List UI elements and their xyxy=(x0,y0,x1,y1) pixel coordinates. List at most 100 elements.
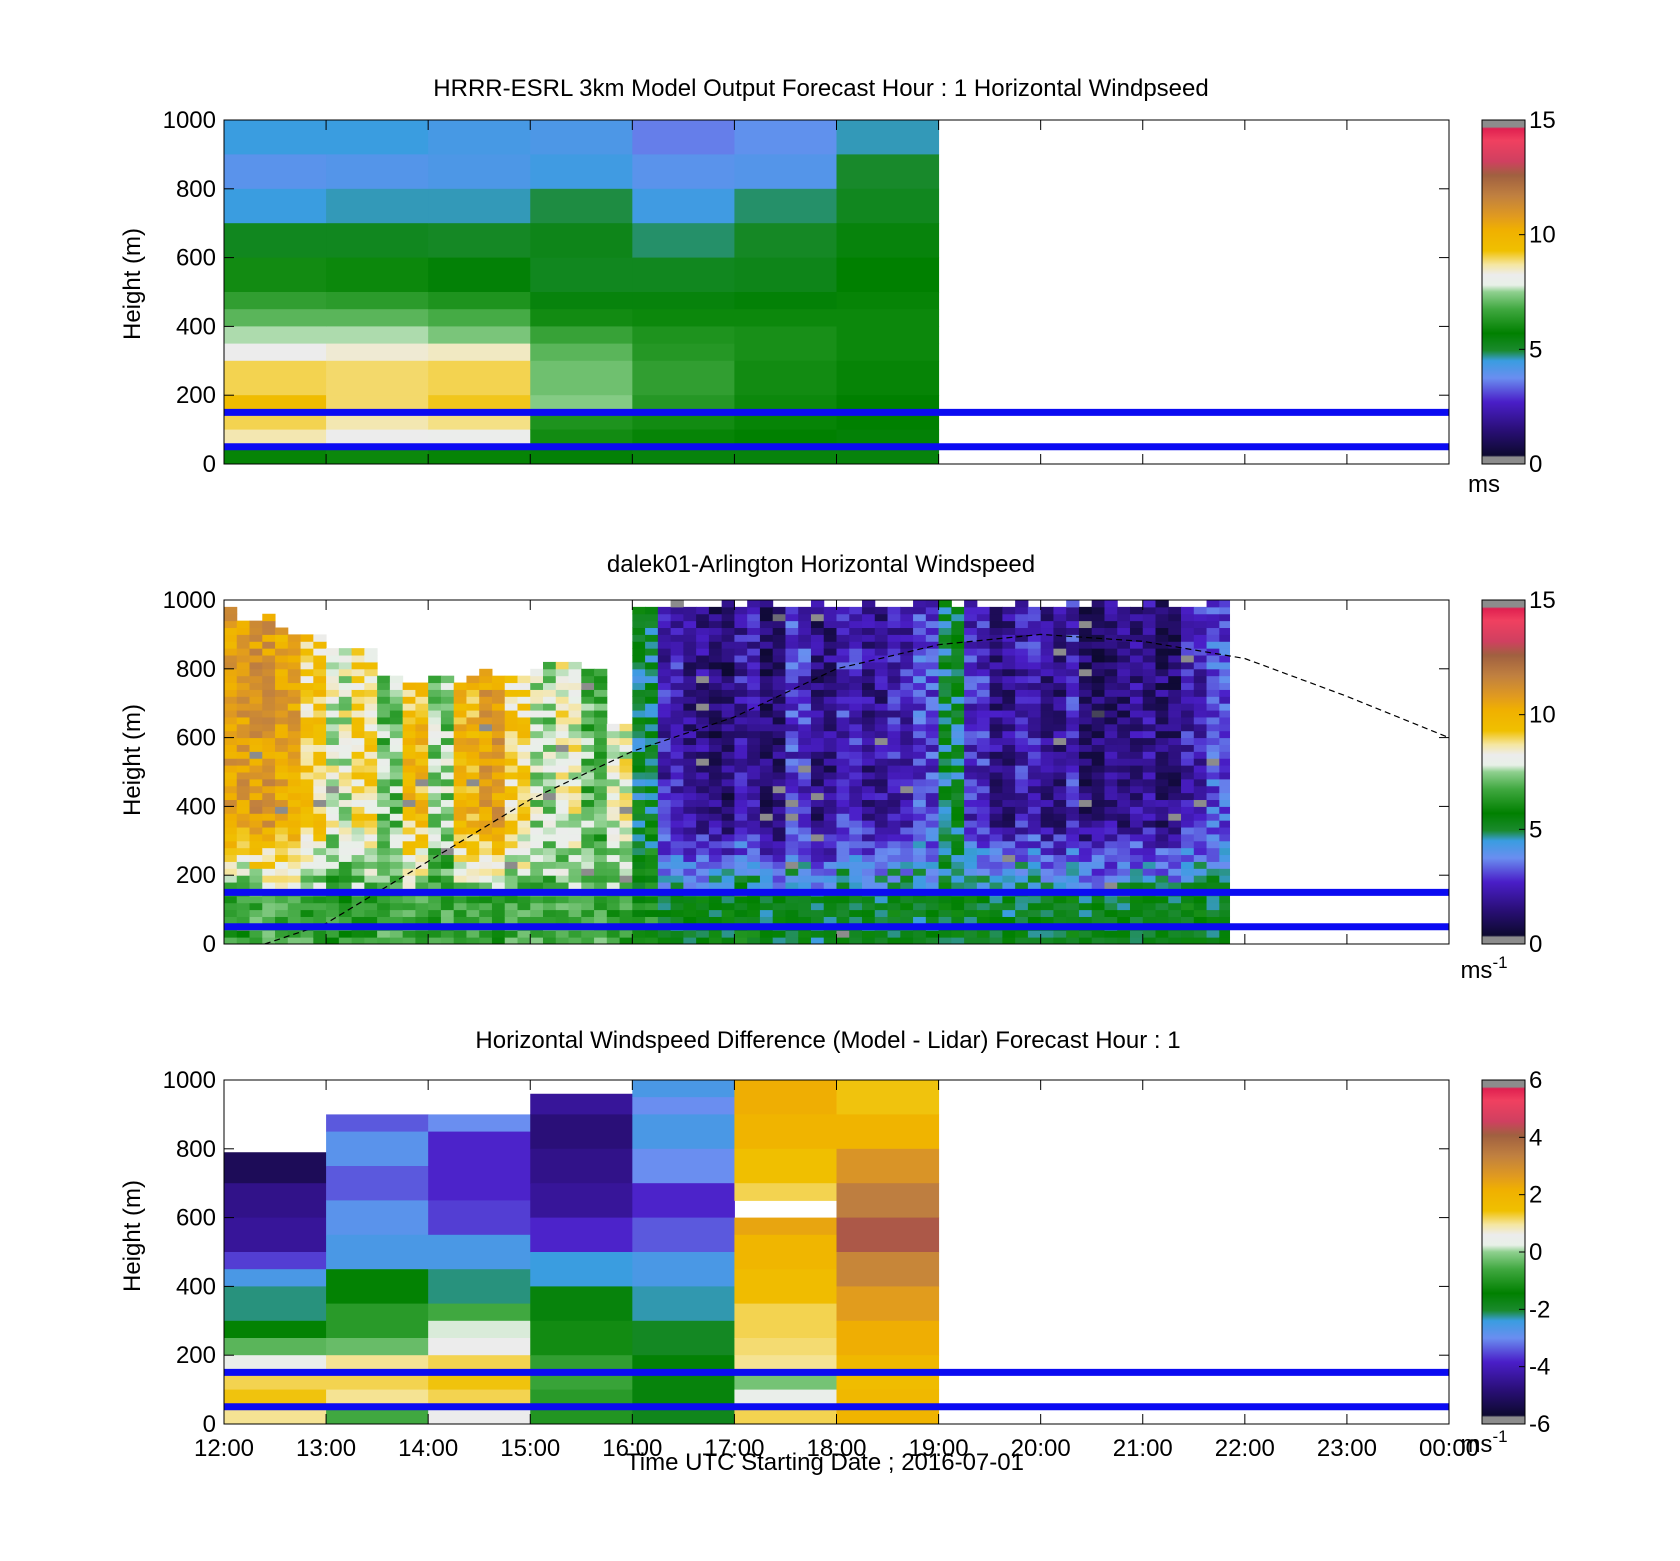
lidar-gate xyxy=(900,882,914,890)
lidar-gate xyxy=(836,937,850,944)
lidar-gate xyxy=(823,792,837,801)
lidar-gate xyxy=(798,833,812,842)
lidar-gate xyxy=(645,937,659,944)
lidar-gate xyxy=(275,668,289,677)
lidar-gate xyxy=(1219,799,1231,807)
lidar-gate xyxy=(466,710,480,718)
lidar-gate xyxy=(1155,909,1169,917)
lidar-gate xyxy=(1129,868,1144,876)
lidar-gate xyxy=(377,765,391,773)
lidar-gate xyxy=(262,661,276,670)
lidar-gate xyxy=(287,675,302,684)
lidar-gate xyxy=(823,765,837,773)
heatmap-cell xyxy=(326,223,429,259)
lidar-gate xyxy=(1181,785,1195,794)
lidar-gate xyxy=(1040,765,1054,773)
lidar-gate xyxy=(747,895,761,904)
lidar-gate xyxy=(849,758,863,766)
lidar-gate xyxy=(428,833,442,842)
lidar-gate xyxy=(964,868,978,876)
lidar-gate xyxy=(951,792,965,801)
lidar-gate xyxy=(900,902,914,911)
lidar-gate xyxy=(415,778,429,787)
lidar-gate xyxy=(874,785,889,794)
y-axis-label: Height (m) xyxy=(119,704,146,816)
lidar-gate xyxy=(645,668,659,677)
lidar-gate xyxy=(645,703,659,711)
lidar-gate xyxy=(785,916,799,924)
lidar-gate xyxy=(836,861,850,869)
lidar-gate xyxy=(887,840,901,849)
lidar-gate xyxy=(1219,765,1231,773)
lidar-gate xyxy=(887,689,901,697)
lidar-gate xyxy=(657,606,672,615)
lidar-gate xyxy=(338,723,353,732)
lidar-gate xyxy=(683,710,697,718)
lidar-gate xyxy=(823,820,837,828)
lidar-gate xyxy=(568,785,582,794)
lidar-gate xyxy=(734,785,748,794)
lidar-gate xyxy=(236,875,251,883)
lidar-gate xyxy=(275,827,289,835)
lidar-gate xyxy=(874,827,889,835)
lidar-gate xyxy=(759,902,774,911)
lidar-gate xyxy=(913,895,927,904)
lidar-gate xyxy=(1117,661,1131,670)
lidar-gate xyxy=(1015,682,1029,690)
heatmap-cell xyxy=(734,326,837,345)
lidar-gate xyxy=(1193,778,1208,787)
lidar-gate xyxy=(810,813,825,821)
lidar-gate xyxy=(287,813,302,821)
lidar-gate xyxy=(555,703,570,711)
x-tick-label: 22:00 xyxy=(1215,1435,1275,1462)
lidar-gate xyxy=(275,930,289,938)
lidar-gate xyxy=(236,641,251,649)
lidar-gate xyxy=(759,785,774,794)
lidar-gate xyxy=(772,620,786,629)
lidar-gate xyxy=(657,765,672,773)
lidar-gate xyxy=(479,875,493,883)
lidar-gate xyxy=(1002,661,1016,670)
lidar-gate xyxy=(415,772,429,780)
lidar-gate xyxy=(1078,655,1093,663)
lidar-gate xyxy=(504,785,518,794)
lidar-gate xyxy=(1155,827,1169,835)
lidar-gate xyxy=(249,716,263,725)
lidar-gate xyxy=(1181,882,1195,890)
lidar-gate xyxy=(1206,744,1220,752)
lidar-gate xyxy=(1078,723,1093,732)
lidar-gate xyxy=(1155,655,1169,663)
lidar-gate xyxy=(568,840,582,849)
x-tick-label: 00:00 xyxy=(1419,1435,1479,1462)
lidar-gate xyxy=(989,840,1003,849)
lidar-gate xyxy=(1129,875,1144,883)
lidar-gate xyxy=(440,868,455,876)
lidar-gate xyxy=(224,792,238,801)
lidar-gate xyxy=(606,785,621,794)
lidar-gate xyxy=(1193,827,1208,835)
heatmap-cell xyxy=(428,429,531,448)
lidar-gate xyxy=(1193,930,1208,938)
lidar-gate xyxy=(224,716,238,725)
lidar-gate xyxy=(1040,833,1054,842)
lidar-gate xyxy=(887,737,901,745)
lidar-gate xyxy=(1091,682,1105,690)
lidar-gate xyxy=(338,703,353,711)
lidar-gate xyxy=(862,813,876,821)
heatmap-cell xyxy=(530,1372,633,1391)
lidar-gate xyxy=(1155,710,1169,718)
lidar-gate xyxy=(836,723,850,732)
heatmap-cell xyxy=(530,429,633,448)
lidar-gate xyxy=(1181,792,1195,801)
lidar-gate xyxy=(453,895,467,904)
lidar-gate xyxy=(734,696,748,704)
lidar-gate xyxy=(810,840,825,849)
lidar-gate xyxy=(351,875,365,883)
lidar-gate xyxy=(1040,854,1054,862)
heatmap-cell xyxy=(326,154,429,190)
lidar-gate xyxy=(900,827,914,835)
lidar-gate xyxy=(479,703,493,711)
lidar-gate xyxy=(479,840,493,849)
lidar-gate xyxy=(925,716,940,725)
lidar-gate xyxy=(1168,641,1182,649)
